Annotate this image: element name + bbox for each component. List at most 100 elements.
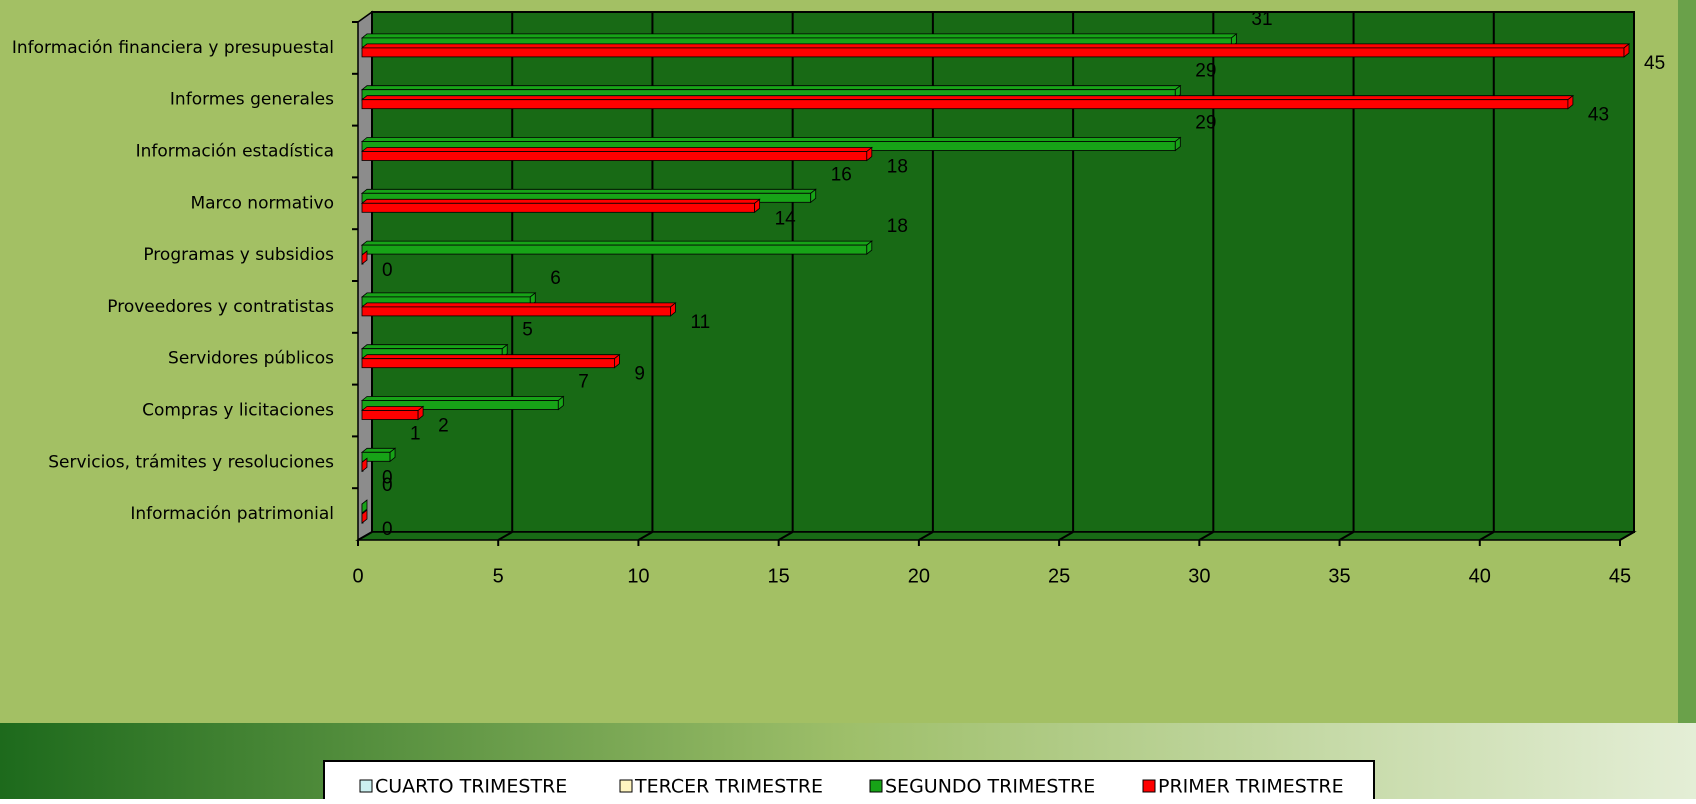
data-label: 7 [578,372,589,393]
x-tick-label: 0 [352,565,363,587]
bar-end [614,353,620,369]
bar-top [360,292,537,298]
bar-top [360,406,425,411]
x-tick [1339,531,1355,541]
bar [360,136,1182,152]
data-label: 0 [382,519,393,540]
bar-top [360,354,621,360]
bar [360,43,1631,58]
bar [361,457,368,473]
data-label: 14 [775,208,797,229]
bar-top [360,147,873,152]
bar-top [360,188,817,194]
legend-label: PRIMER TRIMESTRE [1158,776,1344,798]
bar-top [360,240,873,246]
bar [360,343,509,359]
data-label: 18 [887,216,908,237]
bar-front [361,47,1625,58]
bar-end [389,447,396,463]
x-tick [497,531,513,541]
bar-top [360,85,1182,91]
x-tick [918,531,934,541]
data-label: 43 [1588,105,1609,126]
x-tick [1479,531,1495,541]
data-label: 11 [690,312,710,333]
bar-top [360,302,677,308]
bar-end [361,509,368,524]
x-tick [778,531,794,541]
legend-label: TERCER TRIMESTRE [634,776,823,798]
category-label: Información financiera y presupuestal [12,38,334,58]
bar [360,240,873,255]
data-label: 0 [382,260,393,281]
bar-end [557,395,564,411]
bar [361,499,368,514]
bar-top [360,344,509,350]
x-tick-label: 35 [1328,565,1350,587]
x-tick [637,531,653,541]
floor [355,531,1637,541]
data-label: 1 [410,423,421,444]
bar-end [1623,43,1630,58]
data-label: 0 [382,467,393,488]
category-label: Informes generales [170,90,334,110]
category-label: Servidores públicos [168,349,334,369]
legend: CUARTO TRIMESTRE TERCER TRIMESTRE SEGUNDO … [359,776,1344,798]
bar [360,146,873,162]
bar-front [361,244,868,255]
data-label: 29 [1195,113,1216,134]
x-tick [1619,531,1635,541]
data-label: 18 [887,157,908,178]
x-tick [357,531,373,541]
bar-end [1567,94,1574,110]
x-tick-label: 25 [1048,565,1070,587]
bar [360,395,565,411]
data-label: 31 [1251,9,1272,30]
data-label: 5 [522,320,533,341]
category-label: Compras y licitaciones [142,401,334,421]
x-tick-label: 10 [627,565,649,587]
category-label: Información patrimonial [130,504,334,524]
bar-end [361,499,368,514]
legend-swatch [359,779,373,793]
bar [361,250,368,265]
legend-swatch [869,779,883,793]
bar-front [361,99,1569,110]
x-tick-label: 40 [1469,565,1491,587]
bar [360,94,1575,110]
category-label: Información estadística [136,142,334,162]
bar-front [361,151,868,161]
category-label: Marco normativo [190,193,334,213]
bar-top [360,447,397,453]
x-tick-label: 5 [493,565,504,587]
bar [360,447,397,463]
bar-end [361,250,368,265]
bar-end [361,457,368,473]
x-tick-label: 45 [1609,565,1631,587]
category-label: Servicios, trámites y resoluciones [48,452,334,472]
bar-end [866,240,873,255]
bar [360,198,761,214]
bar-top [360,396,565,401]
data-label: 9 [634,364,645,385]
bar-top [360,198,761,204]
bar [360,353,621,369]
bar-end [417,405,424,421]
data-label: 16 [831,164,852,185]
bar [360,33,1238,48]
x-tick [1058,531,1074,541]
bar-end [866,146,873,162]
data-label: 2 [438,416,449,437]
bar-top [360,95,1575,101]
legend-label: SEGUNDO TRIMESTRE [885,776,1095,798]
x-tick-label: 15 [768,565,790,587]
bar-end [1174,136,1181,152]
x-tick [1198,531,1214,541]
data-label: 6 [550,268,561,289]
legend-label: CUARTO TRIMESTRE [375,776,567,798]
bar-front [361,358,615,369]
bar-end [670,302,676,317]
bar-end [810,188,817,204]
